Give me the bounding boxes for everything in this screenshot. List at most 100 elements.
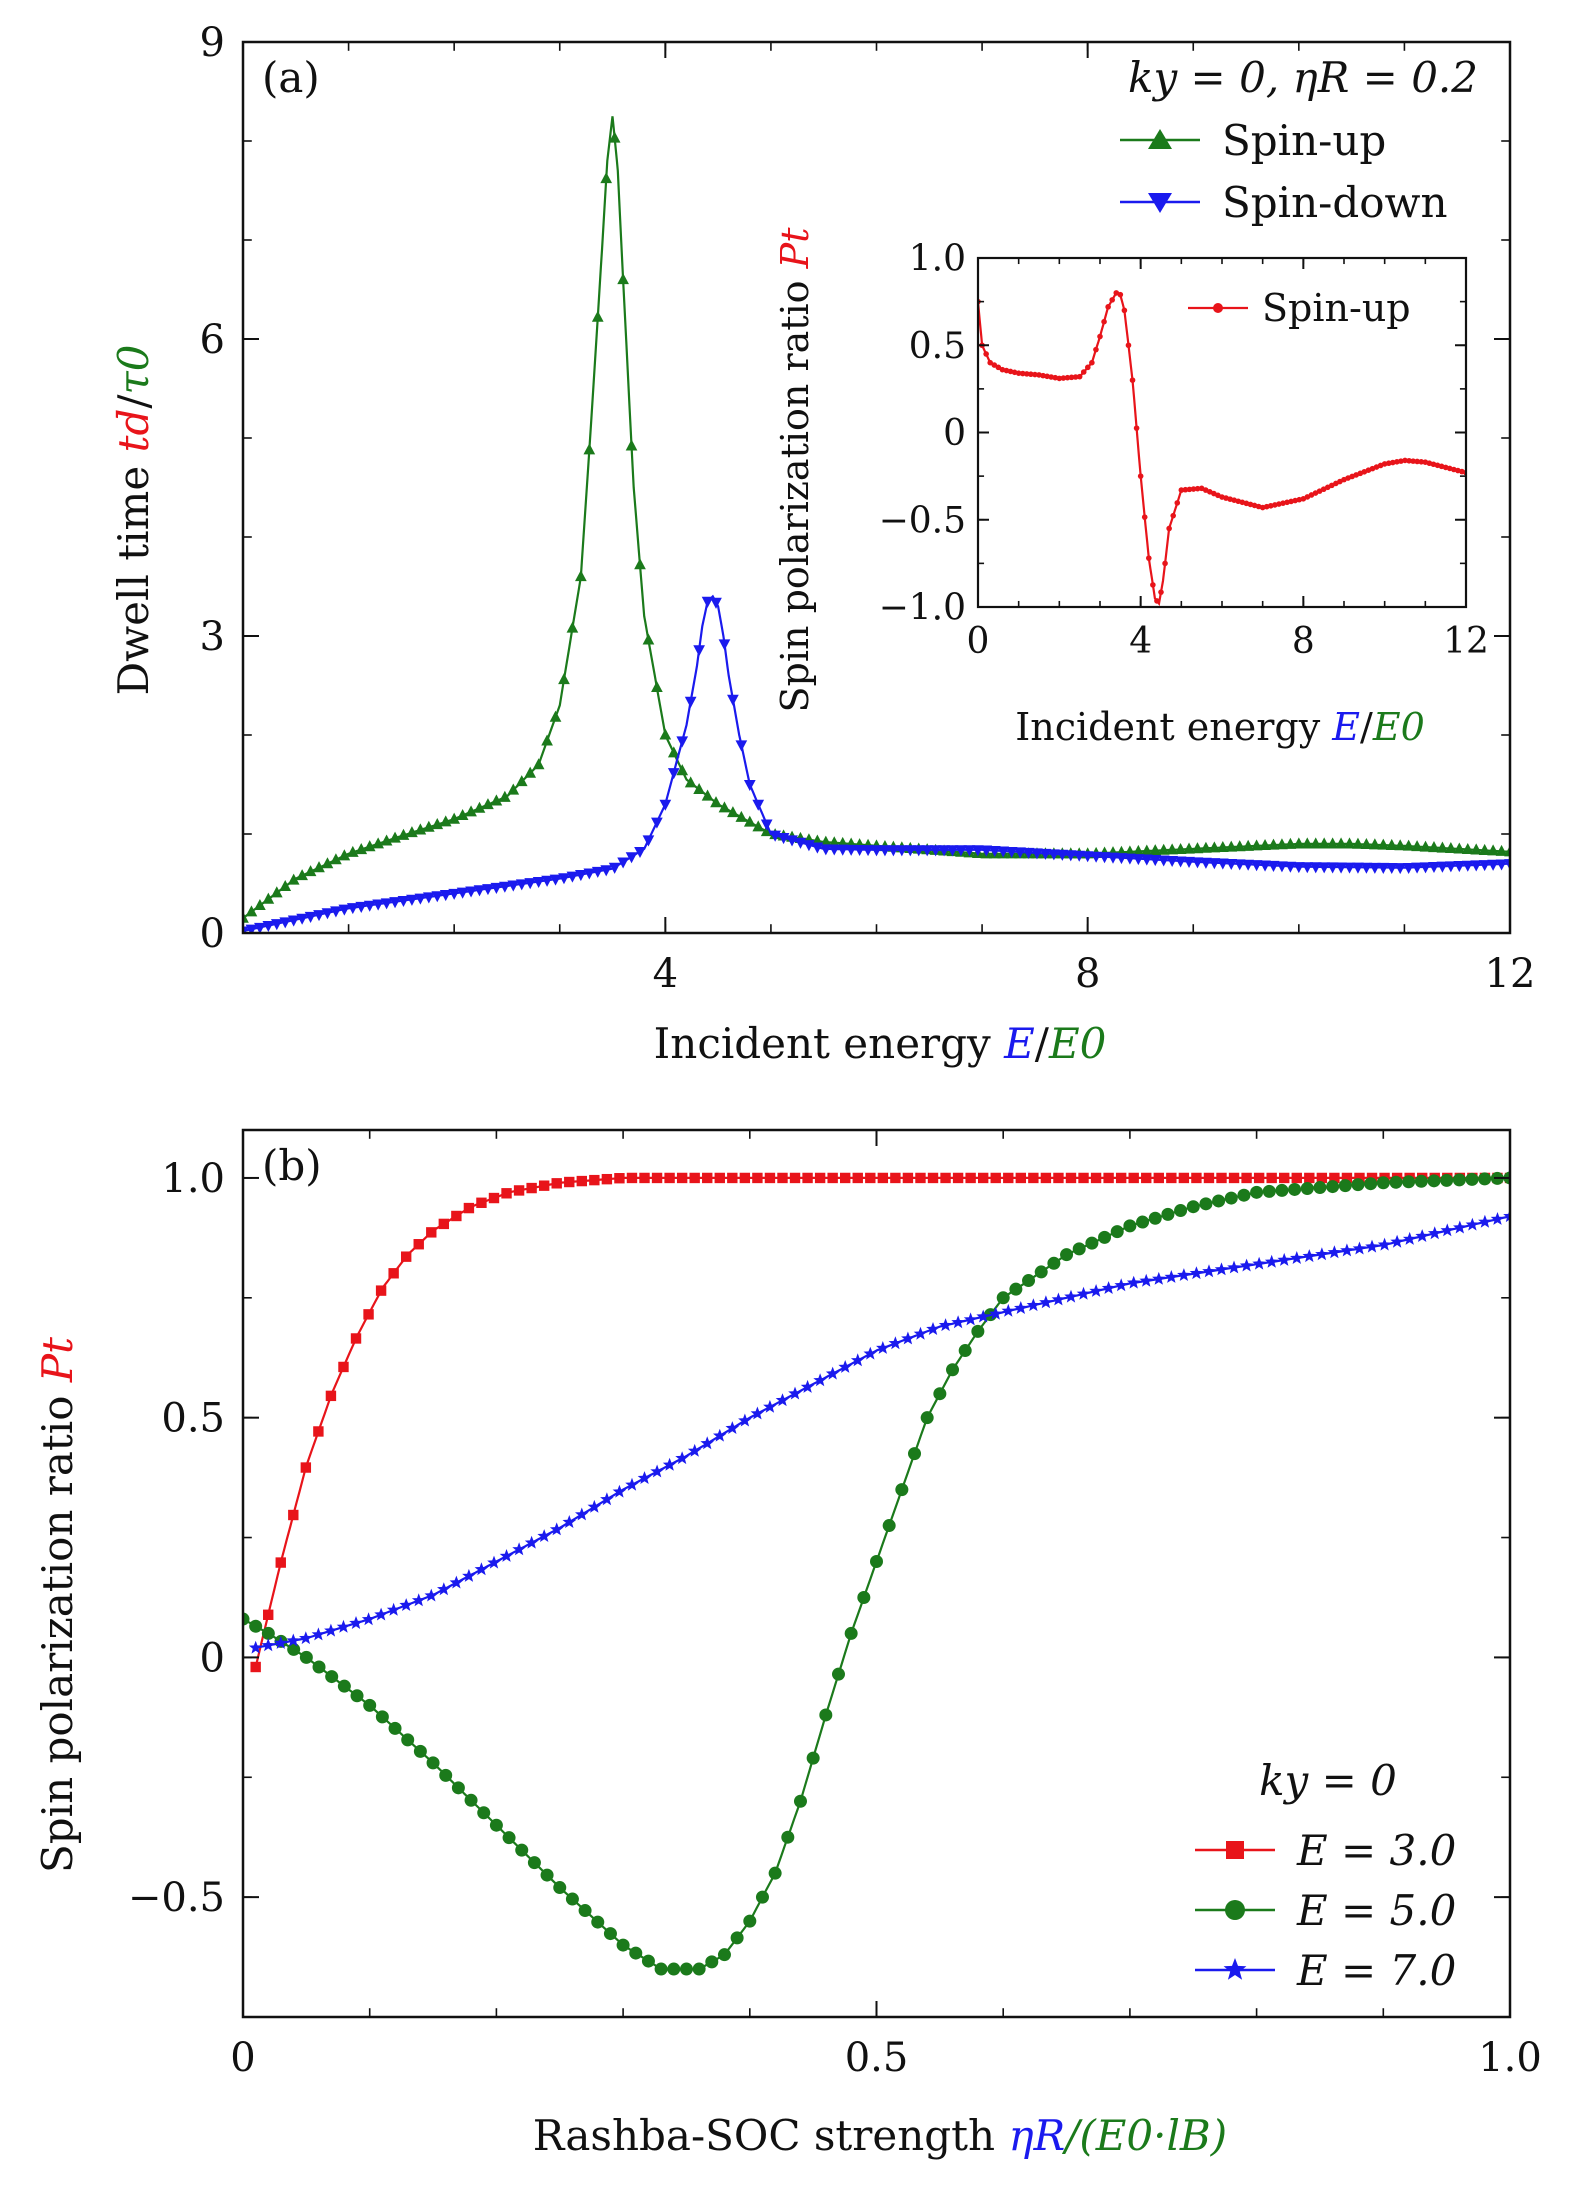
data-point-e-3-0 [739,1172,751,1184]
data-point-spin-down [346,903,359,915]
x-tick-label: 12 [1485,951,1536,997]
data-point-spin-up [1360,837,1373,850]
data-point-spin-down [819,844,832,856]
data-point-spin-down [1445,861,1457,873]
data-point-spin-up [1411,840,1423,852]
data-point-e-7-0 [662,1457,677,1471]
data-point-e-7-0 [462,1568,476,1582]
data-point-spin-up [524,766,537,778]
data-point-e-5-0 [578,1904,592,1918]
data-point-spin-up [1097,333,1103,340]
data-point-spin-up [566,621,579,633]
data-point-e-3-0 [413,1239,424,1250]
data-point-spin-down [330,906,342,918]
a-marks-plot-area [243,116,1510,933]
data-point-spin-up [1132,844,1145,856]
panel-b: 0 0.5 1.0 −0.5 0 0.5 1.0 (b) ky = 0 E = 3.0 E … [33,1128,1542,2160]
data-point-e-7-0 [1302,1249,1317,1263]
inset-ylabel-text: Spin polarization ratio [773,280,817,712]
data-point-e-3-0 [1341,1172,1353,1184]
data-point-spin-up [1418,459,1425,465]
data-point-spin-down [845,844,858,856]
data-point-e-7-0 [324,1623,338,1637]
data-point-e-5-0 [1098,1230,1112,1244]
data-point-e-5-0 [1313,1181,1327,1195]
data-point-e-7-0 [399,1598,413,1611]
data-point-e-5-0 [781,1830,795,1844]
legend-label-e3: E = 3.0 [1296,1826,1456,1875]
data-point-spin-down [693,645,705,657]
data-point-e-5-0 [1224,1191,1238,1205]
data-point-e-5-0 [287,1642,301,1656]
data-point-e-3-0 [1141,1172,1152,1184]
panel-b-label: (b) [262,1141,322,1190]
data-point-spin-down [1140,854,1153,866]
data-point-e-3-0 [313,1426,324,1437]
data-point-e-5-0 [1174,1204,1188,1218]
data-point-e-5-0 [261,1626,275,1640]
data-point-spin-down [1326,862,1339,874]
data-point-spin-down [304,911,317,923]
data-point-spin-down [1309,862,1322,874]
data-point-e-7-0 [1315,1247,1329,1261]
data-point-spin-down [828,844,841,856]
data-point-e-5-0 [451,1781,465,1795]
data-point-e-7-0 [474,1562,489,1576]
data-point-e-3-0 [488,1192,500,1204]
data-point-spin-down [743,779,756,791]
data-point-e-3-0 [1103,1172,1114,1184]
inset-ticks: 0 4 8 12 −1.0 −0.5 0 0.5 1.0 [879,239,1489,662]
data-point-e-5-0 [1148,1211,1162,1225]
data-point-spin-up [575,570,587,582]
data-point-spin-up [1024,371,1030,377]
data-point-e-5-0 [705,1955,719,1969]
data-point-e-3-0 [764,1172,776,1184]
data-point-e-7-0 [1440,1223,1455,1237]
data-point-e-7-0 [1327,1245,1342,1259]
legend-marker-e7 [1223,1958,1247,1980]
data-point-e-7-0 [374,1607,388,1621]
data-point-e-5-0 [1085,1236,1099,1250]
y-tick-label: 0 [943,413,966,454]
data-point-e-7-0 [850,1353,865,1367]
data-point-spin-up [600,172,613,184]
data-point-e-3-0 [927,1172,939,1184]
data-point-e-5-0 [616,1938,630,1952]
data-point-e-5-0 [806,1751,820,1765]
data-point-spin-up [482,798,494,810]
panel-b-legend-title: ky = 0 [1259,1756,1397,1805]
data-point-e-5-0 [1072,1242,1086,1256]
data-point-spin-down [1394,863,1407,875]
data-point-e-5-0 [641,1954,655,1968]
data-point-spin-up [1125,342,1132,349]
data-point-spin-up [541,734,553,746]
data-point-spin-up [1015,370,1022,376]
data-point-e-7-0 [1453,1220,1467,1234]
data-point-e-3-0 [513,1185,525,1196]
data-point-spin-down [1132,854,1145,866]
data-point-e-5-0 [464,1793,478,1807]
data-point-spin-up [1068,374,1075,381]
data-point-spin-down [608,862,621,874]
data-point-e-7-0 [612,1484,627,1498]
data-point-e-7-0 [512,1542,526,1556]
data-point-spin-down [1343,862,1356,874]
data-point-e-5-0 [1186,1200,1200,1214]
data-point-e-7-0 [888,1336,903,1350]
data-point-e-3-0 [664,1172,675,1184]
data-point-spin-up [1166,525,1172,532]
legend-marker-e3 [1226,1841,1244,1859]
data-point-spin-down [701,596,714,608]
data-point-e-7-0 [286,1633,301,1647]
data-point-spin-down [1048,849,1060,861]
data-point-e-7-0 [675,1451,689,1465]
data-point-e-7-0 [1490,1212,1505,1225]
data-point-spin-down [904,845,917,857]
data-point-spin-down [338,904,351,916]
data-point-spin-down [279,917,292,929]
data-point-e-3-0 [350,1333,362,1344]
data-point-spin-down [321,908,334,920]
data-point-spin-down [1124,853,1136,865]
data-point-e-7-0 [499,1549,514,1562]
panel-b-xlabel-norm: /(E0·lB) [1061,2111,1227,2160]
